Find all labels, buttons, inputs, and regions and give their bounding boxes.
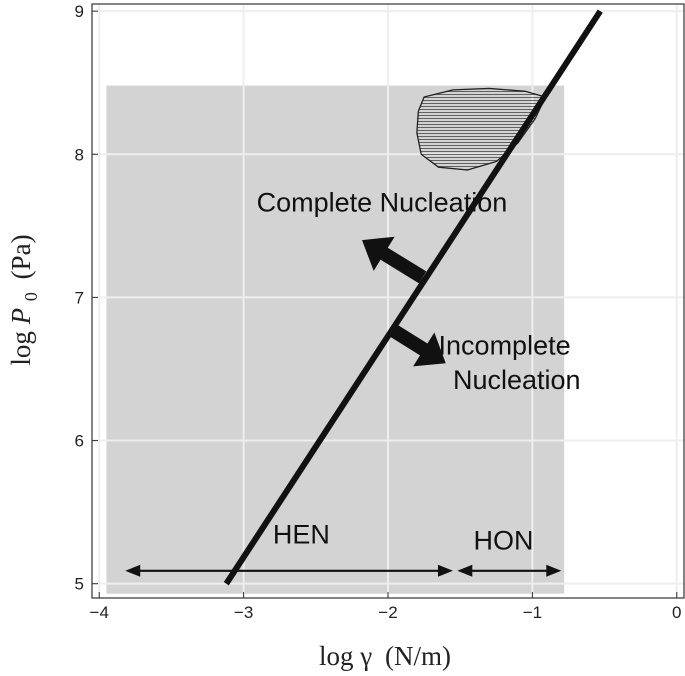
x-tick-label-0: −4 xyxy=(90,603,109,622)
arrow-incomplete xyxy=(387,322,446,367)
range-label-hon: HON xyxy=(474,525,534,555)
x-tick-label-2: −2 xyxy=(378,603,397,622)
y-tick-label-2: 7 xyxy=(75,288,84,307)
ranges-layer xyxy=(125,564,562,577)
x-axis-label: log γ (N/m) xyxy=(319,641,451,671)
y-tick-label-0: 5 xyxy=(75,575,84,594)
x-tick-label-3: −1 xyxy=(523,603,542,622)
range-head-right-hen xyxy=(437,564,453,577)
range-head-left-hon xyxy=(457,564,473,577)
grid-layer xyxy=(92,4,684,598)
x-axis-label-unit: (N/m) xyxy=(385,641,451,671)
annotation-0: Complete Nucleation xyxy=(257,188,508,218)
range-label-hen: HEN xyxy=(273,520,330,550)
y-axis-label-sub: 0 xyxy=(21,292,41,301)
x-tick-label-1: −3 xyxy=(234,603,253,622)
arrows-layer xyxy=(362,236,446,367)
y-tick-label-3: 8 xyxy=(75,145,84,164)
shaded-region xyxy=(106,85,565,594)
annotation-2: Nucleation xyxy=(453,365,581,395)
x-axis-label-prefix: log γ xyxy=(319,641,372,671)
range-head-left-hen xyxy=(125,564,141,577)
range-head-right-hon xyxy=(546,564,562,577)
y-axis-label-var: P xyxy=(6,308,36,326)
y-tick-label-4: 9 xyxy=(75,2,84,21)
series-layer xyxy=(223,9,603,586)
series-line-0 xyxy=(223,9,603,586)
y-axis-label: log P 0 (Pa) xyxy=(6,234,43,365)
shaded-region-layer xyxy=(106,85,565,594)
y-axis-label-prefix: log xyxy=(6,324,36,365)
arrow-complete xyxy=(362,236,427,284)
annotation-1: Incomplete xyxy=(439,331,571,361)
y-tick-label-1: 6 xyxy=(75,432,84,451)
x-tick-label-4: 0 xyxy=(672,603,681,622)
ticks-layer: −4 −3 −2 −1 0 5 6 7 8 9 xyxy=(75,2,682,622)
annotations-layer: HEN HON Complete Nucleation Incomplete Nucle… xyxy=(257,188,581,556)
y-axis-label-unit: (Pa) xyxy=(6,234,36,279)
